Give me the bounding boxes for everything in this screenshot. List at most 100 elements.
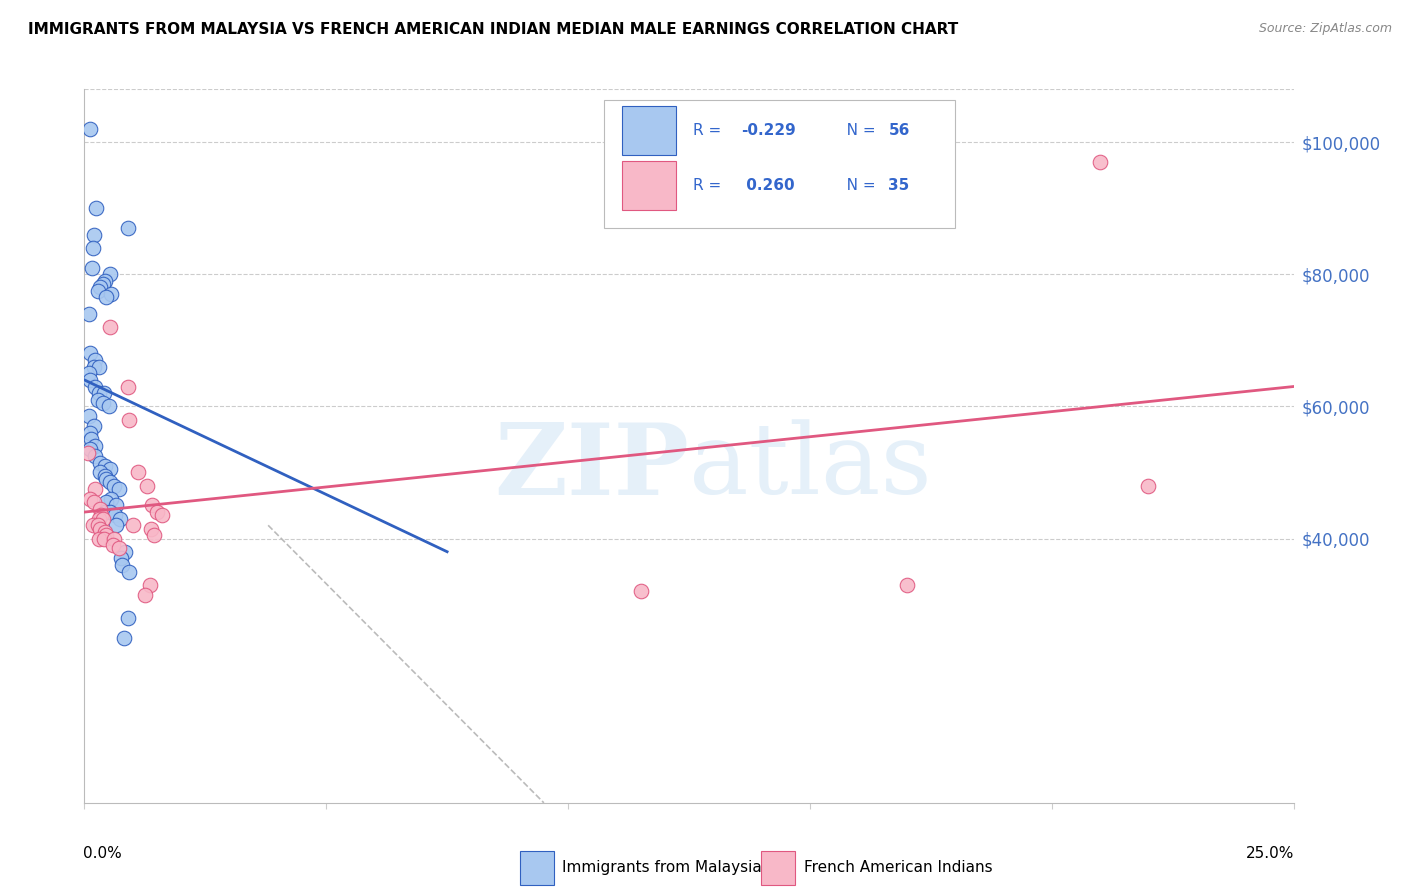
Point [94, 505, 117, 519]
Point [98, 462, 121, 476]
Point [117, 221, 139, 235]
Point [104, 499, 127, 513]
Point [94, 495, 117, 509]
Point [114, 545, 136, 559]
Text: Source: ZipAtlas.com: Source: ZipAtlas.com [1258, 22, 1392, 36]
Text: IMMIGRANTS FROM MALAYSIA VS FRENCH AMERICAN INDIAN MEDIAN MALE EARNINGS CORRELAT: IMMIGRANTS FROM MALAYSIA VS FRENCH AMERI… [28, 22, 959, 37]
Point [89, 386, 111, 401]
Point [138, 578, 160, 592]
Point [111, 558, 134, 572]
Point [104, 508, 127, 523]
Point [141, 499, 163, 513]
Bar [520, 851, 554, 885]
Point [94, 290, 117, 304]
Point [108, 541, 131, 556]
Point [98, 505, 121, 519]
Point [83, 359, 105, 374]
Point [98, 320, 121, 334]
Point [91, 511, 114, 525]
Point [89, 522, 111, 536]
Text: -0.229: -0.229 [741, 123, 796, 138]
Point [112, 631, 135, 645]
Point [83, 227, 105, 242]
Text: ZIP: ZIP [494, 419, 689, 516]
Text: 0.0%: 0.0% [83, 846, 122, 861]
FancyBboxPatch shape [605, 100, 955, 228]
Point [136, 478, 159, 492]
Point [84, 353, 107, 368]
Point [150, 508, 173, 523]
Point [86, 201, 108, 215]
Point [104, 518, 127, 533]
Bar [762, 851, 796, 885]
Point [89, 501, 111, 516]
Point [87, 284, 110, 298]
Point [98, 267, 121, 281]
Text: R =: R = [693, 123, 725, 138]
Point [77, 307, 100, 321]
Text: 0.260: 0.260 [741, 178, 794, 193]
Point [896, 578, 918, 592]
Point [93, 468, 115, 483]
Point [77, 367, 100, 381]
Point [84, 439, 107, 453]
Point [89, 280, 111, 294]
Point [108, 482, 131, 496]
Point [118, 412, 141, 426]
Point [79, 442, 101, 457]
Point [91, 396, 114, 410]
Point [108, 511, 131, 525]
FancyBboxPatch shape [623, 161, 676, 211]
Text: 35: 35 [889, 178, 910, 193]
Point [83, 379, 105, 393]
Point [77, 409, 100, 424]
Point [139, 522, 162, 536]
Point [100, 491, 122, 506]
Point [117, 611, 139, 625]
Point [89, 466, 111, 480]
Point [100, 287, 122, 301]
Point [79, 425, 101, 440]
Point [87, 359, 110, 374]
Point [94, 458, 117, 473]
Text: atlas: atlas [689, 419, 932, 516]
Point [89, 532, 111, 546]
Point [103, 538, 125, 552]
Point [79, 433, 101, 447]
Point [91, 277, 114, 292]
Point [77, 445, 100, 459]
Point [103, 532, 125, 546]
Point [83, 495, 105, 509]
Point [1088, 154, 1111, 169]
Point [82, 241, 104, 255]
Point [87, 511, 110, 525]
Text: N =: N = [831, 178, 880, 193]
Point [93, 274, 115, 288]
Y-axis label: Median Male Earnings: Median Male Earnings [0, 362, 7, 530]
Point [80, 260, 103, 275]
Point [1137, 478, 1160, 492]
Point [79, 121, 101, 136]
Point [93, 524, 115, 539]
Point [146, 505, 169, 519]
Point [118, 565, 141, 579]
Point [79, 346, 101, 360]
Point [79, 491, 101, 506]
FancyBboxPatch shape [623, 106, 676, 155]
Point [100, 475, 122, 490]
Text: French American Indians: French American Indians [804, 860, 993, 874]
Point [90, 508, 112, 523]
Text: 56: 56 [889, 123, 910, 138]
Point [83, 419, 105, 434]
Point [93, 532, 115, 546]
Point [94, 528, 117, 542]
Text: 25.0%: 25.0% [1246, 846, 1295, 861]
Point [143, 528, 166, 542]
Point [134, 588, 156, 602]
Text: N =: N = [831, 123, 880, 138]
Point [83, 449, 105, 463]
Point [89, 456, 111, 470]
Point [93, 386, 115, 401]
Point [117, 379, 139, 393]
Point [630, 584, 652, 599]
